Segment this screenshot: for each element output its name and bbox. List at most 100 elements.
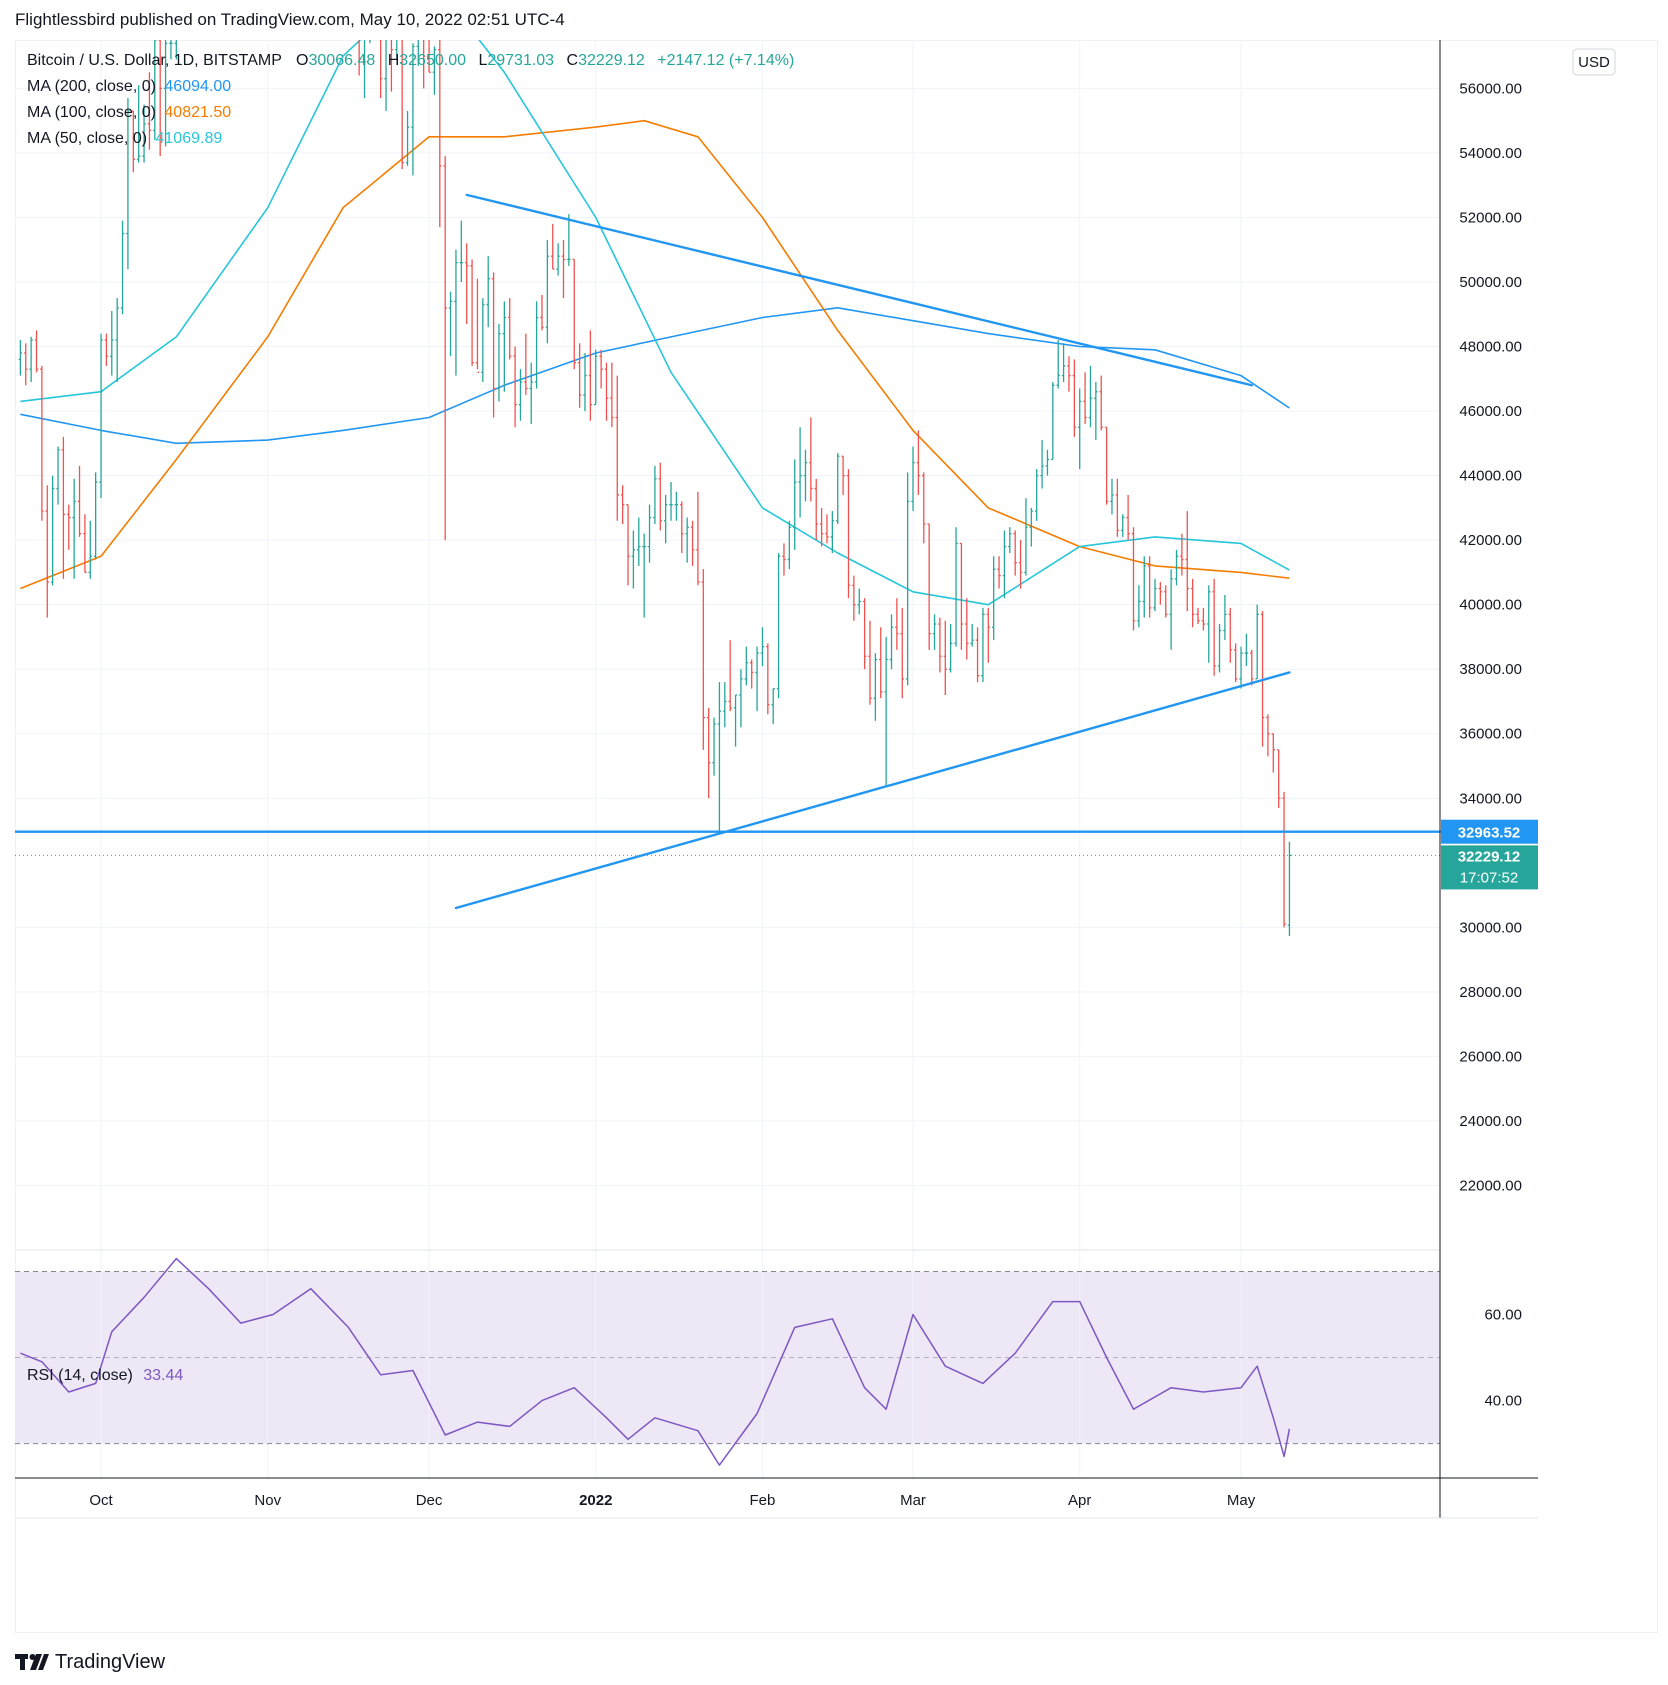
ohlc-bar[interactable]	[970, 624, 974, 647]
ohlc-bar[interactable]	[110, 311, 114, 376]
ohlc-bar[interactable]	[776, 553, 781, 699]
ohlc-bar[interactable]	[115, 298, 119, 383]
ohlc-bar[interactable]	[1207, 585, 1211, 663]
ohlc-bar[interactable]	[416, 40, 420, 66]
ohlc-bar[interactable]	[432, 46, 437, 95]
ohlc-bar[interactable]	[422, 40, 426, 89]
ohlc-bar[interactable]	[814, 478, 818, 541]
ohlc-bar[interactable]	[486, 256, 490, 328]
ohlc-bar[interactable]	[448, 291, 453, 357]
ohlc-bar[interactable]	[34, 330, 39, 373]
ohlc-bar[interactable]	[411, 43, 415, 176]
ohlc-bar[interactable]	[782, 543, 786, 576]
ohlc-bar[interactable]	[798, 427, 802, 518]
ohlc-bar[interactable]	[1271, 733, 1276, 773]
ohlc-bar[interactable]	[395, 40, 398, 60]
ohlc-bar[interactable]	[809, 417, 813, 502]
ohlc-bar[interactable]	[857, 588, 861, 615]
ohlc-bar[interactable]	[169, 40, 173, 60]
ohlc-bar[interactable]	[975, 627, 980, 683]
ohlc-bar[interactable]	[916, 430, 921, 495]
ohlc-bar[interactable]	[464, 243, 469, 324]
ohlc-bar[interactable]	[67, 504, 71, 550]
ohlc-bar[interactable]	[405, 110, 410, 166]
ohlc-bar[interactable]	[862, 598, 867, 670]
ohlc-bar[interactable]	[29, 336, 33, 383]
ohlc-bar[interactable]	[153, 40, 157, 141]
ohlc-bar[interactable]	[830, 511, 835, 554]
ohlc-bar[interactable]	[1164, 585, 1168, 618]
ohlc-bar[interactable]	[491, 272, 496, 418]
ohlc-bar[interactable]	[1185, 511, 1189, 612]
ohlc-bar[interactable]	[163, 40, 168, 147]
ohlc-bar[interactable]	[572, 258, 576, 370]
ohlc-bar[interactable]	[40, 365, 44, 521]
ohlc-bar[interactable]	[739, 669, 743, 728]
legend-ma200[interactable]: MA (200, close, 0) 46094.00	[27, 78, 231, 95]
ohlc-bar[interactable]	[1115, 478, 1120, 537]
ohlc-bar[interactable]	[1024, 498, 1028, 576]
ohlc-bar[interactable]	[701, 569, 706, 750]
legend-ma100[interactable]: MA (100, close, 0) 40821.50	[27, 104, 231, 121]
ohlc-bar[interactable]	[599, 349, 603, 389]
ohlc-bar[interactable]	[755, 646, 759, 712]
ohlc-bar[interactable]	[1169, 569, 1173, 650]
ohlc-bar[interactable]	[1239, 646, 1243, 689]
ohlc-bar[interactable]	[567, 214, 571, 266]
ohlc-bar[interactable]	[604, 362, 609, 421]
ohlc-bar[interactable]	[18, 340, 23, 376]
ohlc-bar[interactable]	[56, 446, 60, 505]
ohlc-bar[interactable]	[1142, 556, 1146, 618]
ohlc-bar[interactable]	[637, 517, 641, 566]
ohlc-bar[interactable]	[540, 294, 544, 331]
ohlc-bar[interactable]	[733, 694, 738, 747]
ohlc-bar[interactable]	[518, 369, 523, 421]
ohlc-bar[interactable]	[400, 40, 404, 170]
ohlc-bar[interactable]	[766, 643, 770, 715]
ohlc-bar[interactable]	[1094, 382, 1098, 441]
ohlc-bar[interactable]	[577, 343, 582, 408]
ohlc-bar[interactable]	[507, 298, 512, 360]
ohlc-bar[interactable]	[1137, 585, 1141, 628]
ohlc-bar[interactable]	[1040, 440, 1044, 489]
ohlc-bar[interactable]	[663, 494, 668, 544]
ohlc-bar[interactable]	[1083, 372, 1087, 424]
ohlc-bar[interactable]	[497, 323, 501, 402]
ohlc-bar[interactable]	[959, 542, 964, 650]
ohlc-bar[interactable]	[879, 627, 883, 699]
ohlc-bar[interactable]	[1061, 343, 1066, 383]
ohlc-bar[interactable]	[158, 40, 162, 157]
ohlc-bar[interactable]	[1051, 382, 1055, 461]
candles[interactable]	[18, 40, 1292, 937]
ohlc-bar[interactable]	[771, 687, 775, 725]
ohlc-bar[interactable]	[1196, 607, 1200, 625]
ohlc-bar[interactable]	[77, 465, 82, 537]
ohlc-bar[interactable]	[1174, 549, 1179, 586]
ohlc-bar[interactable]	[749, 659, 754, 689]
ohlc-bar[interactable]	[147, 72, 152, 150]
ohlc-bar[interactable]	[991, 556, 996, 641]
ohlc-bar[interactable]	[690, 520, 695, 566]
ohlc-bar[interactable]	[1067, 356, 1071, 392]
ohlc-bar[interactable]	[943, 620, 948, 696]
ohlc-bar[interactable]	[502, 301, 507, 392]
ohlc-bar[interactable]	[615, 375, 619, 521]
ohlc-bar[interactable]	[1099, 375, 1103, 431]
ohlc-bar[interactable]	[717, 682, 722, 831]
ohlc-bar[interactable]	[889, 614, 894, 670]
ohlc-bar[interactable]	[905, 472, 910, 686]
ohlc-bar[interactable]	[120, 220, 125, 315]
ohlc-bar[interactable]	[1223, 594, 1227, 641]
ohlc-bar[interactable]	[390, 40, 394, 92]
legend-ma50[interactable]: MA (50, close, 0) 41069.89	[27, 130, 222, 147]
ohlc-bar[interactable]	[104, 333, 109, 366]
ohlc-bar[interactable]	[669, 482, 673, 521]
ohlc-bar[interactable]	[1002, 530, 1007, 599]
currency-button[interactable]: USD	[1572, 48, 1616, 76]
ohlc-bar[interactable]	[529, 362, 533, 424]
ohlc-bar[interactable]	[45, 485, 49, 618]
ohlc-bar[interactable]	[427, 40, 431, 73]
ohlc-bar[interactable]	[1077, 388, 1082, 470]
ohlc-bar[interactable]	[1228, 607, 1233, 663]
ohlc-bar[interactable]	[1104, 426, 1109, 505]
